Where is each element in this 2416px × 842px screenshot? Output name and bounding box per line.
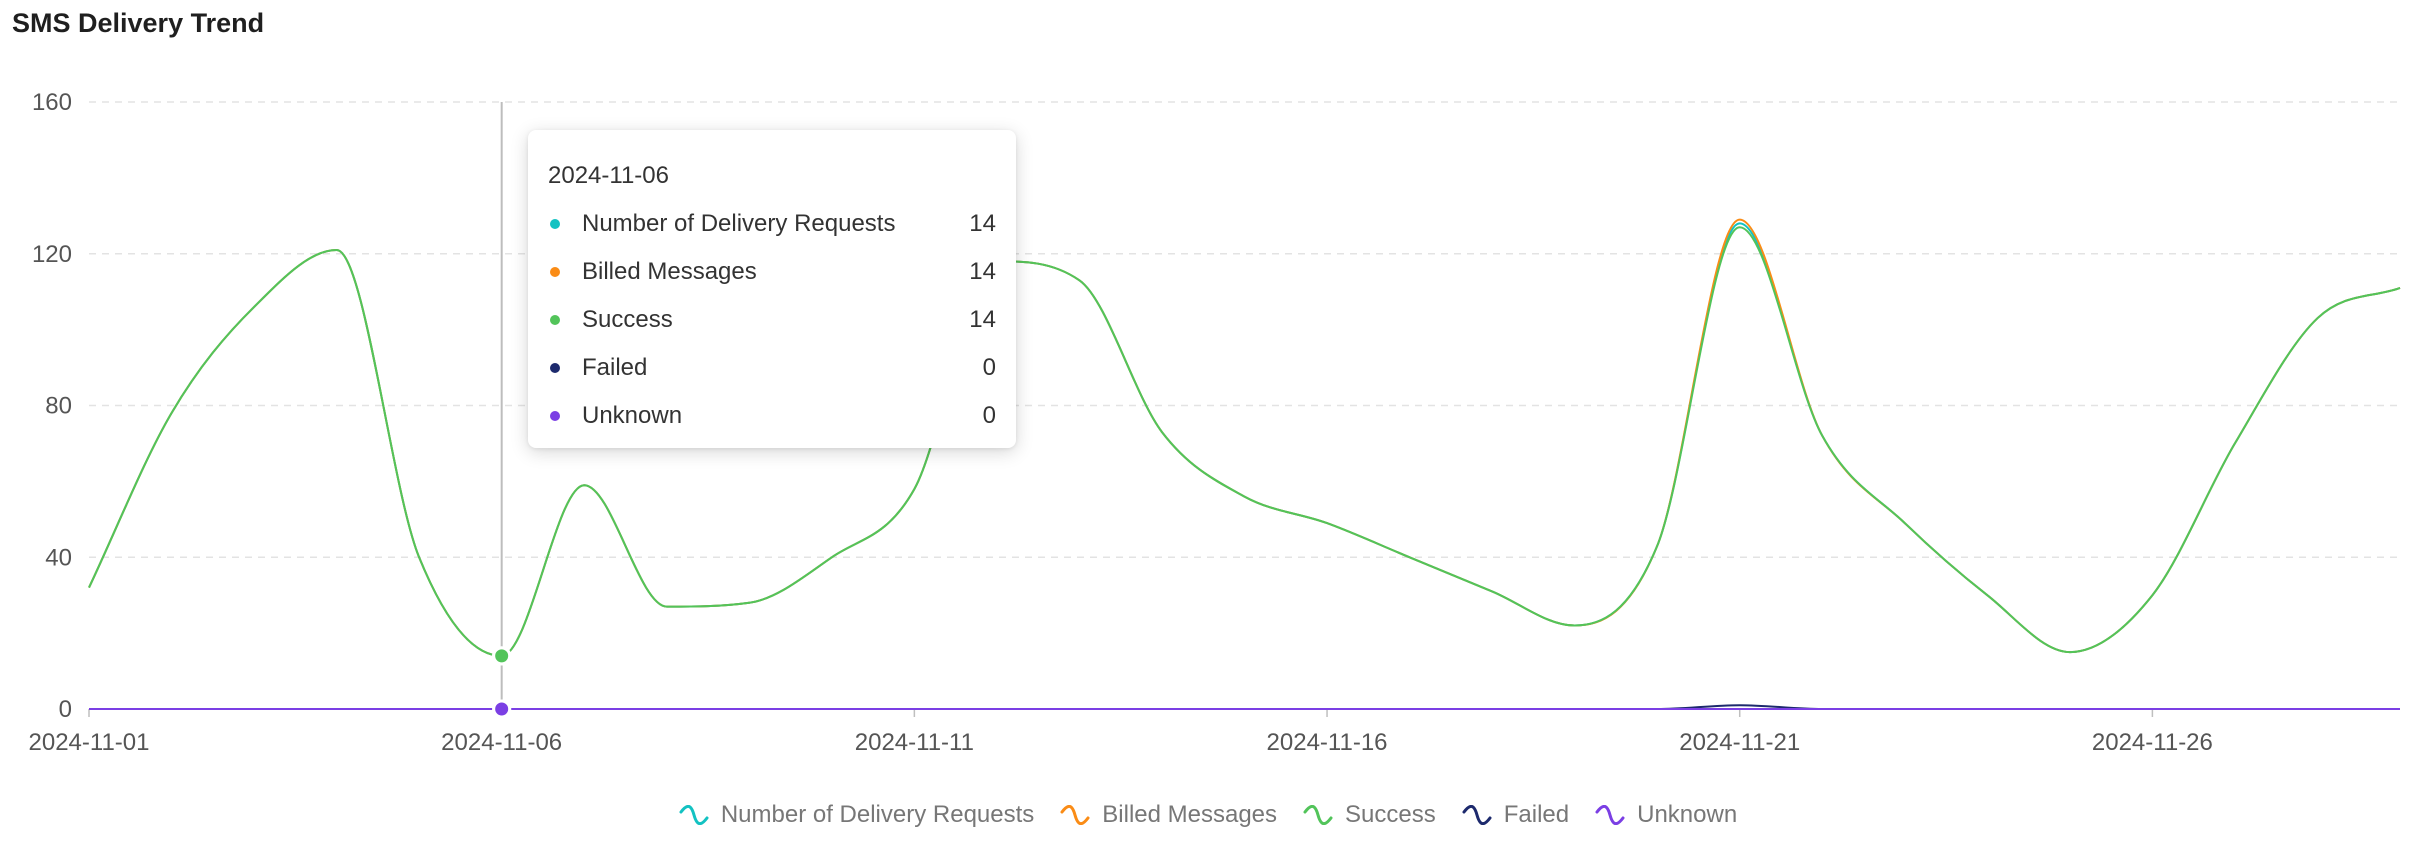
x-tick-label: 2024-11-26 <box>2092 729 2213 756</box>
y-tick-label: 40 <box>45 544 72 571</box>
tooltip-date: 2024-11-06 <box>548 162 669 189</box>
chart-title: SMS Delivery Trend <box>12 8 265 38</box>
tooltip-row: Success 14 <box>548 296 996 344</box>
legend-line-icon <box>1462 805 1492 825</box>
chart-tooltip: 2024-11-06 Number of Delivery Requests 14… <box>528 130 1016 448</box>
y-tick-label: 120 <box>32 241 72 268</box>
legend-item[interactable]: Failed <box>1462 801 1569 829</box>
tooltip-dot <box>550 267 560 277</box>
series-lines[interactable] <box>88 218 2401 711</box>
legend-label: Success <box>1345 801 1436 828</box>
tooltip-rows: Number of Delivery Requests 14 Billed Mess… <box>548 200 996 440</box>
tooltip-dot <box>550 315 560 325</box>
tooltip-row: Number of Delivery Requests 14 <box>548 200 996 248</box>
tooltip-value: 0 <box>982 354 996 381</box>
legend-item[interactable]: Success <box>1303 801 1436 829</box>
hover-markers <box>492 646 512 719</box>
legend-line-icon <box>1060 805 1090 825</box>
x-tick-label: 2024-11-01 <box>29 729 150 756</box>
tooltip-value: 14 <box>969 306 996 333</box>
legend-label: Unknown <box>1637 801 1738 828</box>
legend-item[interactable]: Unknown <box>1595 801 1737 829</box>
tooltip-label: Unknown <box>582 402 683 429</box>
y-tick-label: 80 <box>45 393 72 420</box>
series-line[interactable] <box>88 222 2401 657</box>
tooltip-dot <box>550 219 560 229</box>
chart-legend: Number of Delivery Requests Billed Messag… <box>0 795 2416 835</box>
x-tick-label: 2024-11-21 <box>1679 729 1800 756</box>
x-tick-label: 2024-11-11 <box>855 729 974 756</box>
y-tick-label: 160 <box>32 89 72 116</box>
hover-marker <box>492 646 512 666</box>
tooltip-label: Billed Messages <box>582 258 757 285</box>
tooltip-label: Failed <box>582 354 648 381</box>
tooltip-value: 0 <box>982 402 996 429</box>
legend-line-icon <box>1595 805 1625 825</box>
tooltip-value: 14 <box>969 210 996 237</box>
tooltip-label: Number of Delivery Requests <box>582 210 896 237</box>
tooltip-dot <box>550 363 560 373</box>
series-line[interactable] <box>88 226 2401 657</box>
legend-item[interactable]: Number of Delivery Requests <box>679 801 1034 829</box>
tooltip-row: Billed Messages 14 <box>548 248 996 296</box>
grid-lines <box>89 101 2400 558</box>
y-tick-label: 0 <box>59 696 72 723</box>
x-tick-label: 2024-11-06 <box>441 729 562 756</box>
legend-line-icon <box>679 805 709 825</box>
legend-label: Failed <box>1503 801 1570 828</box>
tooltip-label: Success <box>582 306 673 333</box>
x-tick-label: 2024-11-16 <box>1267 729 1388 756</box>
tooltip-row: Unknown 0 <box>548 392 996 440</box>
tooltip-row: Failed 0 <box>548 344 996 392</box>
legend-line-icon <box>1303 805 1333 825</box>
tooltip-value: 14 <box>969 258 996 285</box>
legend-label: Number of Delivery Requests <box>720 801 1035 828</box>
legend-item[interactable]: Billed Messages <box>1060 801 1277 829</box>
series-line[interactable] <box>88 218 2401 657</box>
x-axis: 2024-11-01 2024-11-06 2024-11-11 2024-11-16… <box>29 708 2400 756</box>
legend-label: Billed Messages <box>1102 801 1278 828</box>
hover-marker <box>492 699 512 719</box>
tooltip-dot <box>550 411 560 421</box>
y-axis: 0 40 80 120 160 <box>32 89 72 723</box>
